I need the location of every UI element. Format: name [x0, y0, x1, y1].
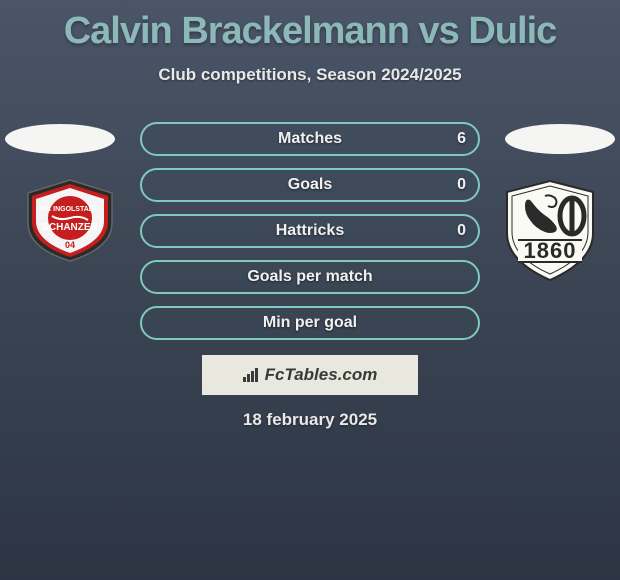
stat-row-min-per-goal: Min per goal: [140, 306, 480, 340]
svg-text:SCHANZER: SCHANZER: [42, 222, 98, 233]
stat-row-goals: Goals 0: [140, 168, 480, 202]
stat-value: 0: [457, 176, 466, 194]
team-crest-left: FC INGOLSTADT SCHANZER 04: [20, 178, 120, 268]
stat-label: Matches: [278, 130, 342, 148]
svg-text:FC INGOLSTADT: FC INGOLSTADT: [42, 206, 99, 213]
svg-text:1860: 1860: [524, 238, 577, 263]
tsv1860-icon: 1860: [500, 178, 600, 283]
stat-label: Goals: [288, 176, 332, 194]
stat-label: Min per goal: [263, 314, 357, 332]
stat-row-goals-per-match: Goals per match: [140, 260, 480, 294]
stat-value: 0: [457, 222, 466, 240]
comparison-title: Calvin Brackelmann vs Dulic: [0, 0, 620, 53]
stat-label: Goals per match: [247, 268, 372, 286]
stat-row-hattricks: Hattricks 0: [140, 214, 480, 248]
season-subtitle: Club competitions, Season 2024/2025: [0, 53, 620, 85]
fctables-watermark: FcTables.com: [202, 355, 418, 395]
stat-row-matches: Matches 6: [140, 122, 480, 156]
chart-icon: [243, 368, 258, 382]
team-crest-right: 1860: [500, 178, 600, 288]
fctables-label: FcTables.com: [265, 365, 378, 385]
stat-value: 6: [457, 130, 466, 148]
stats-list: Matches 6 Goals 0 Hattricks 0 Goals per …: [140, 122, 480, 352]
player-oval-right: [505, 124, 615, 154]
stat-label: Hattricks: [276, 222, 344, 240]
ingolstadt-icon: FC INGOLSTADT SCHANZER 04: [20, 178, 120, 263]
comparison-date: 18 february 2025: [243, 410, 377, 430]
svg-text:04: 04: [65, 240, 75, 250]
player-oval-left: [5, 124, 115, 154]
